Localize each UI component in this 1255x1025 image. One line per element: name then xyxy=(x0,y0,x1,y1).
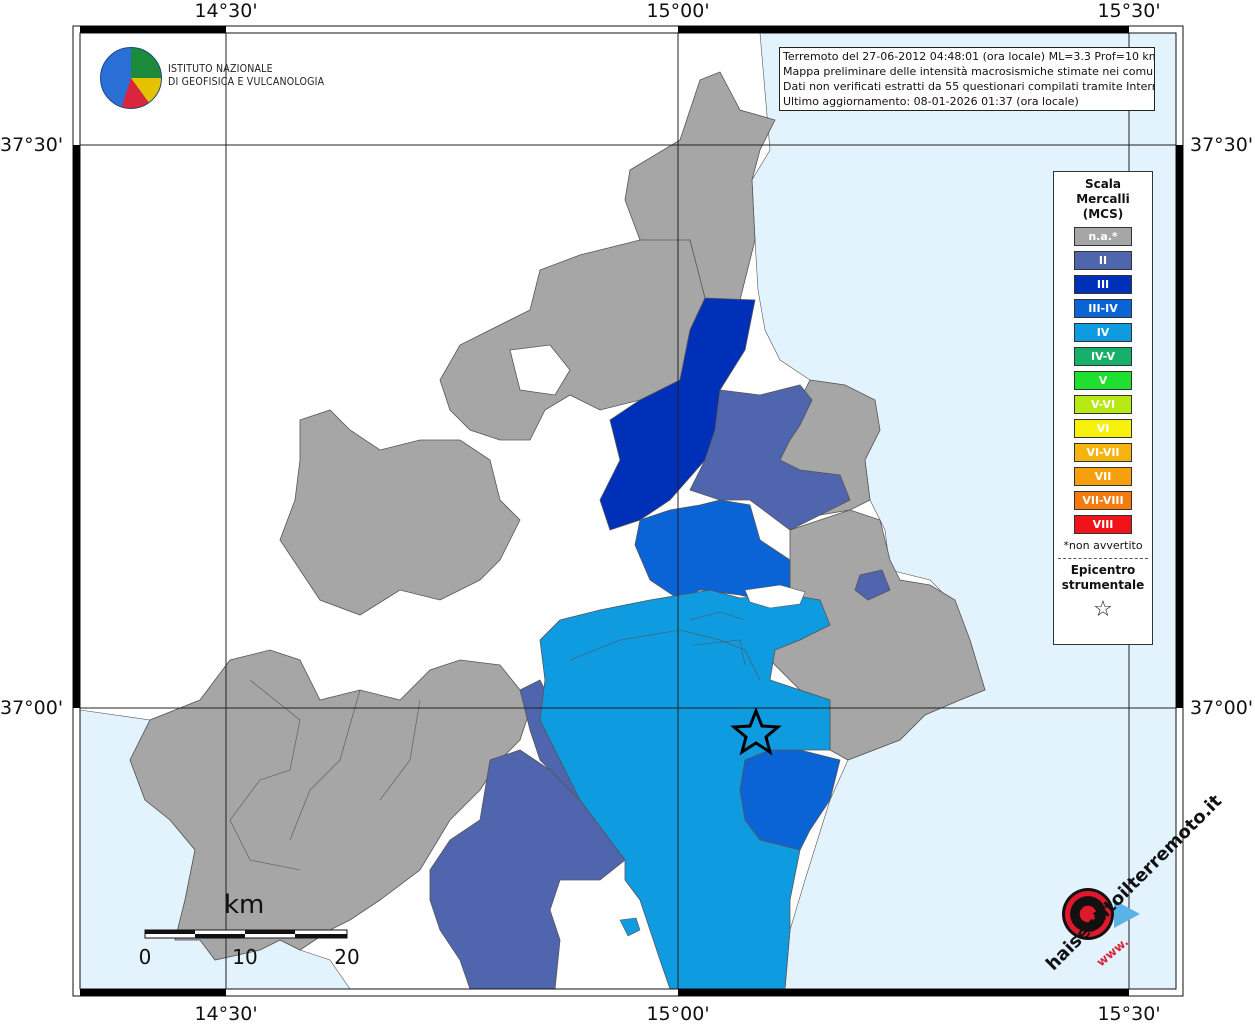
lon-label-bottom-3: 15°30' xyxy=(1097,1003,1161,1025)
lon-label-top-1: 14°30' xyxy=(194,0,258,22)
scale-unit: km xyxy=(224,890,265,920)
legend-item: VIII xyxy=(1074,515,1132,534)
lat-label-left-2: 37°00' xyxy=(0,697,64,719)
legend-note: *non avvertito xyxy=(1063,539,1143,552)
legend-star-icon: ☆ xyxy=(1093,597,1113,622)
legend-item: V xyxy=(1074,371,1132,390)
scale-tick-0: 0 xyxy=(138,945,152,969)
ingv-logo: ISTITUTO NAZIONALE DI GEOFISICA E VULCAN… xyxy=(100,47,330,111)
islet xyxy=(619,917,641,937)
legend-item: IV-V xyxy=(1074,347,1132,366)
legend-item: n.a.* xyxy=(1074,227,1132,246)
event-info-box: Terremoto del 27-06-2012 04:48:01 (ora l… xyxy=(779,47,1155,111)
megaphone-icon xyxy=(1114,900,1140,928)
region-mcs-ii-north xyxy=(689,384,851,531)
globe-icon xyxy=(100,47,162,109)
lake xyxy=(744,584,806,609)
legend-item: VI xyxy=(1074,419,1132,438)
legend-item: III-IV xyxy=(1074,299,1132,318)
scale-bar xyxy=(144,929,348,939)
legend-epicenter-label: Epicentro strumentale xyxy=(1061,563,1145,592)
legend-title: Scala Mercalli (MCS) xyxy=(1076,177,1130,221)
hsit-www: www. xyxy=(1093,934,1132,970)
legend-item: IV xyxy=(1074,323,1132,342)
legend-item: V-VI xyxy=(1074,395,1132,414)
region-na-west xyxy=(279,409,521,616)
legend-item: III xyxy=(1074,275,1132,294)
hsit-logo: haisentitoilterremoto.it www. xyxy=(1030,791,1226,980)
lat-label-right-2: 37°00' xyxy=(1190,697,1254,719)
epicenter-star-icon xyxy=(730,706,782,756)
legend-item: VI-VII xyxy=(1074,443,1132,462)
mcs-legend: Scala Mercalli (MCS) n.a.* II III III-IV IV I… xyxy=(1053,171,1153,645)
target-icon xyxy=(1062,888,1114,940)
lon-label-bottom-2: 15°00' xyxy=(646,1003,710,1025)
regions-mcs-iii-iv xyxy=(634,499,841,851)
info-line-map: Mappa preliminare delle intensità macros… xyxy=(783,65,1155,78)
info-line-updated: Ultimo aggiornamento: 08-01-2026 01:37 (… xyxy=(783,95,1079,108)
region-mcs-ii-coast xyxy=(854,569,891,601)
scale-tick-20: 20 xyxy=(334,945,360,969)
ingv-name: ISTITUTO NAZIONALE DI GEOFISICA E VULCAN… xyxy=(168,63,325,88)
legend-item: VII-VIII xyxy=(1074,491,1132,510)
frame-bars xyxy=(73,26,1183,996)
lon-label-top-3: 15°30' xyxy=(1097,0,1161,22)
legend-items: n.a.* II III III-IV IV IV-V V V-VI VI VI-VII VII VI… xyxy=(1054,227,1152,534)
info-line-data: Dati non verificati estratti da 55 quest… xyxy=(783,80,1155,93)
lat-label-right-1: 37°30' xyxy=(1190,134,1254,156)
lon-label-top-2: 15°00' xyxy=(646,0,710,22)
region-na-southwest xyxy=(129,649,531,961)
lat-label-left-1: 37°30' xyxy=(0,134,64,156)
scale-tick-10: 10 xyxy=(232,945,258,969)
legend-item: II xyxy=(1074,251,1132,270)
lon-label-bottom-1: 14°30' xyxy=(194,1003,258,1025)
municipal-borders xyxy=(229,611,761,871)
info-line-event: Terremoto del 27-06-2012 04:48:01 (ora l… xyxy=(783,50,1155,63)
legend-separator xyxy=(1058,558,1148,559)
legend-item: VII xyxy=(1074,467,1132,486)
